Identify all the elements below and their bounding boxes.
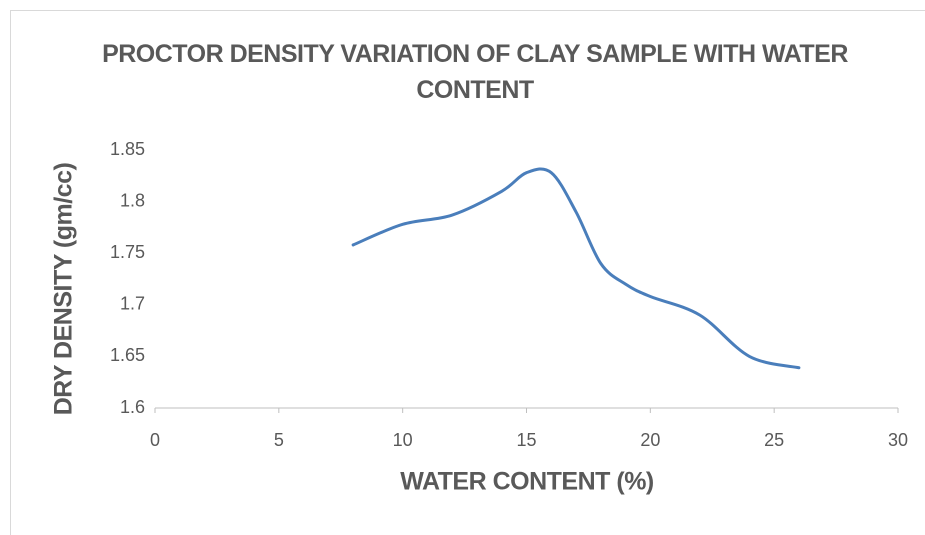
x-tick-label: 15 — [516, 430, 536, 450]
x-tick-label: 20 — [640, 430, 660, 450]
data-line — [351, 167, 801, 370]
y-axis-title: DRY DENSITY (gm/cc) — [50, 163, 78, 416]
y-tick-label: 1.6 — [120, 397, 145, 417]
x-tick-label: 0 — [150, 430, 160, 450]
x-tick-label: 10 — [393, 430, 413, 450]
y-tick-label: 1.7 — [120, 294, 145, 314]
x-tick-label: 5 — [274, 430, 284, 450]
y-tick-label: 1.8 — [120, 190, 145, 210]
chart-frame — [10, 10, 925, 535]
y-tick-label: 1.75 — [110, 242, 145, 262]
x-axis-title: WATER CONTENT (%) — [400, 468, 654, 496]
x-tick-label: 25 — [764, 430, 784, 450]
x-tick-label: 30 — [888, 430, 908, 450]
y-tick-label: 1.65 — [110, 345, 145, 365]
chart-title: PROCTOR DENSITY VARIATION OF CLAY SAMPLE… — [102, 40, 848, 104]
y-tick-label: 1.85 — [110, 139, 145, 159]
